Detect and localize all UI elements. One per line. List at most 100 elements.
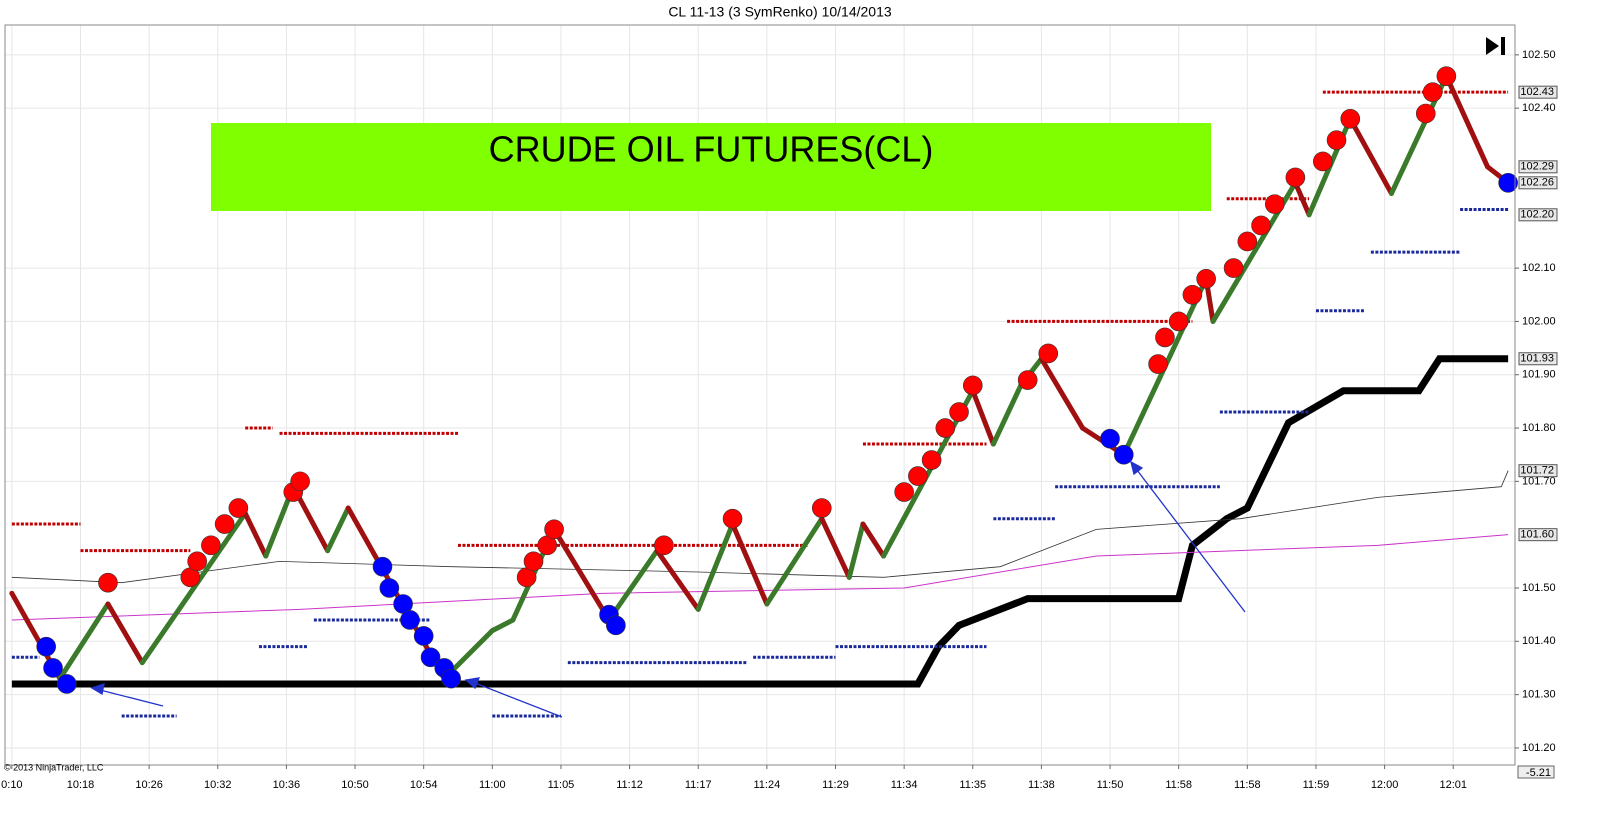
price-segment — [990, 382, 1024, 447]
arrow — [474, 682, 563, 718]
signal-dot — [1313, 151, 1333, 172]
x-tick-label: 11:58 — [1234, 779, 1261, 791]
signal-dot — [228, 498, 249, 518]
arrow — [1136, 469, 1246, 613]
price-marker-label: 102.43 — [1520, 86, 1554, 98]
signal-dot — [544, 519, 564, 540]
x-tick-label: 10:18 — [67, 779, 95, 791]
plot-frame — [4, 24, 1516, 766]
signal-dot — [1436, 66, 1457, 86]
signal-dot — [36, 636, 56, 657]
y-tick-label: 102.40 — [1522, 102, 1556, 114]
signal-dot — [1182, 284, 1203, 305]
signal-dot — [811, 498, 832, 518]
x-tick-label: 11:38 — [1028, 779, 1055, 791]
price-segment — [970, 388, 996, 447]
signal-dot — [1264, 194, 1285, 214]
arrow-head — [464, 677, 481, 690]
signal-dot — [56, 674, 77, 694]
signal-dot — [201, 535, 221, 556]
signal-dot — [908, 466, 928, 486]
bar-icon[interactable] — [1501, 37, 1505, 55]
indicator-box — [1517, 765, 1555, 779]
price-marker-label: 102.26 — [1520, 177, 1554, 189]
indicator-line — [11, 470, 1509, 584]
arrow — [99, 689, 164, 707]
signal-dot — [606, 615, 626, 636]
signal-dot — [1422, 82, 1443, 102]
chart-title: CL 11-13 (3 SymRenko) 10/14/2013 — [668, 4, 892, 20]
price-segment — [764, 516, 825, 607]
signal-dot — [1415, 103, 1436, 124]
signal-dot — [1038, 343, 1059, 364]
price-marker-label: 102.20 — [1520, 209, 1554, 221]
banner-text: CRUDE OIL FUTURES(CL) — [489, 129, 934, 170]
y-tick-label: 101.90 — [1522, 369, 1556, 381]
indicator-value: -5.21 — [1526, 767, 1551, 779]
signal-dot — [372, 556, 393, 577]
signal-dot — [1017, 370, 1038, 390]
x-tick-label: 11:59 — [1303, 779, 1330, 791]
signal-dot — [1326, 130, 1347, 150]
x-tick-label: 11:58 — [1165, 779, 1192, 791]
x-tick-label: 11:24 — [754, 779, 781, 791]
y-tick-label: 101.40 — [1522, 635, 1556, 647]
signal-dot — [1100, 428, 1120, 449]
price-segment — [819, 516, 852, 580]
signal-dot — [935, 418, 956, 438]
indicator-line — [11, 355, 1509, 688]
x-tick-label: 12:00 — [1371, 779, 1399, 791]
arrow-head — [1130, 460, 1144, 476]
y-tick-label: 101.30 — [1522, 689, 1556, 701]
x-tick-label: 11:34 — [891, 779, 918, 791]
signal-dot — [420, 647, 441, 668]
signal-dot — [523, 551, 544, 572]
price-segment — [730, 521, 770, 607]
signal-dot — [1168, 311, 1189, 332]
price-segment — [846, 521, 866, 580]
price-marker-box — [1518, 85, 1558, 99]
play-icon[interactable] — [1486, 37, 1499, 55]
price-segment — [57, 601, 111, 682]
signal-dot — [290, 471, 310, 492]
x-tick-label: 11:35 — [959, 779, 986, 791]
price-segment — [139, 510, 248, 666]
y-tick-label: 102.50 — [1522, 49, 1556, 61]
signal-dot — [1340, 109, 1361, 129]
x-tick-label: 0:10 — [1, 779, 22, 791]
signal-dot — [413, 626, 434, 646]
price-segment — [695, 521, 736, 612]
signal-dot — [962, 375, 983, 396]
price-marker-label: 101.93 — [1520, 353, 1554, 365]
plot-area — [9, 66, 1518, 718]
price-marker-label: 101.60 — [1520, 529, 1554, 541]
arrows — [90, 460, 1246, 718]
arrow-head — [90, 683, 105, 696]
signal-dot — [894, 482, 914, 502]
end-icon[interactable] — [1486, 37, 1505, 55]
price-marker-label: 101.72 — [1520, 465, 1554, 477]
signal-dot — [187, 551, 207, 572]
y-tick-label: 101.20 — [1522, 742, 1556, 754]
x-tick-label: 10:32 — [204, 779, 232, 791]
signal-dot — [1155, 327, 1175, 348]
x-tick-label: 11:50 — [1097, 779, 1124, 791]
y-tick-label: 102.10 — [1522, 262, 1556, 274]
price-marker-label: 102.29 — [1520, 161, 1554, 173]
signal-dot — [1498, 173, 1518, 193]
price-segment — [242, 510, 269, 559]
price-marker-box — [1518, 528, 1558, 542]
x-tick-label: 11:00 — [479, 779, 506, 791]
signal-dot — [214, 514, 235, 534]
signal-dot — [98, 572, 118, 593]
signal-dot — [1237, 231, 1258, 252]
x-tick-label: 10:54 — [410, 779, 438, 791]
signal-dot — [654, 535, 674, 556]
x-tick-label: 12:01 — [1439, 779, 1467, 791]
price-marker-box — [1518, 352, 1558, 366]
y-tick-label: 102.00 — [1522, 315, 1556, 327]
signal-dot — [1113, 444, 1134, 465]
price-segment — [551, 526, 612, 623]
signal-dot — [379, 578, 400, 598]
